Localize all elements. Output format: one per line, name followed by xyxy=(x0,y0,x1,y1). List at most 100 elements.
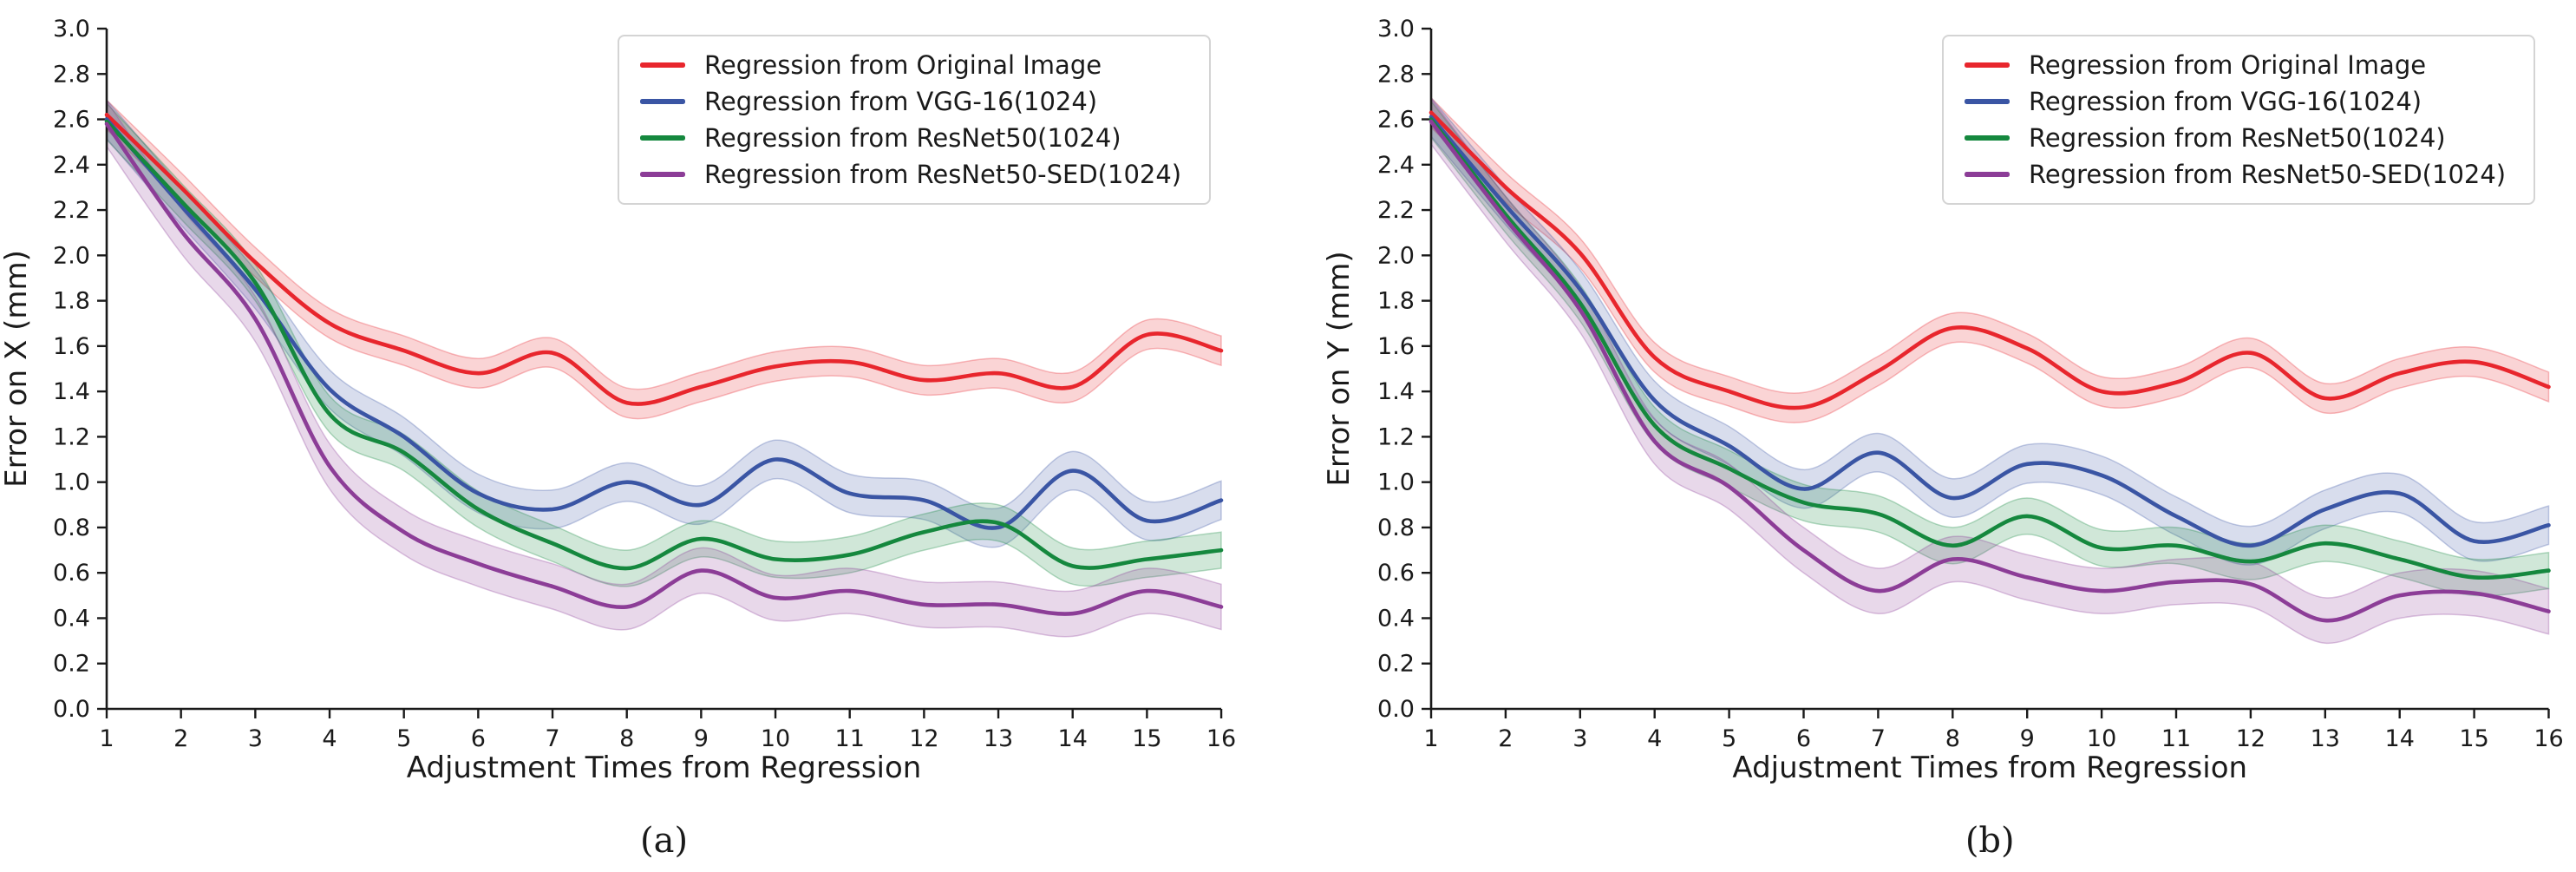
y-tick-label: 1.4 xyxy=(53,378,90,405)
x-tick-label: 12 xyxy=(909,725,938,752)
confidence-band-2 xyxy=(1430,99,2550,597)
legend-item: Regression from ResNet50(1024) xyxy=(631,120,1197,156)
series-line-3 xyxy=(104,121,1224,616)
x-tick-label: 1 xyxy=(1423,725,1438,752)
x-tick-label: 13 xyxy=(984,725,1013,752)
confidence-band-0 xyxy=(1430,95,2550,423)
x-tick-label: 6 xyxy=(1796,725,1811,752)
series-line-1 xyxy=(1429,115,2551,548)
series-line-0 xyxy=(1429,110,2551,410)
x-tick-label: 9 xyxy=(694,725,709,752)
y-tick-label: 2.8 xyxy=(1377,61,1415,88)
legend-line-purple-icon xyxy=(1965,172,2010,177)
x-tick-label: 7 xyxy=(545,725,559,752)
legend-item: Regression from ResNet50-SED(1024) xyxy=(1956,156,2521,193)
y-tick-label: 1.2 xyxy=(1377,423,1415,450)
legend-item: Regression from Original Image xyxy=(1956,47,2521,83)
y-tick-label: 0.2 xyxy=(53,651,90,678)
legend-item: Regression from ResNet50(1024) xyxy=(1956,120,2521,156)
x-tick-label: 4 xyxy=(322,725,337,752)
x-axis-label: Adjustment Times from Regression xyxy=(407,751,922,785)
x-tick-label: 6 xyxy=(471,725,486,752)
legend-line-red-icon xyxy=(1965,62,2010,68)
line-chart-error-y: 0.0 0.2 0.4 0.6 0.8 1.0 1.2 1.4 1.6 1.8 2.0 2.2 2.4 2… xyxy=(1322,16,2564,861)
legend-label: Regression from ResNet50(1024) xyxy=(2029,122,2446,153)
x-tick-label: 3 xyxy=(248,725,263,752)
y-tick-label: 2.4 xyxy=(1377,152,1415,179)
y-tick-label: 2.6 xyxy=(1377,107,1415,134)
y-tick-label: 2.0 xyxy=(1377,242,1415,269)
y-tick-label: 1.0 xyxy=(53,469,90,496)
legend-item: Regression from Original Image xyxy=(631,47,1197,83)
y-tick-label: 0.4 xyxy=(1377,605,1415,632)
confidence-band-3 xyxy=(1430,96,2550,644)
series-line-2 xyxy=(1429,117,2551,580)
series-line-3 xyxy=(1429,119,2551,623)
y-tick-label: 0.0 xyxy=(53,696,90,723)
y-tick-label: 1.4 xyxy=(1377,378,1415,405)
x-tick-label: 16 xyxy=(2534,725,2563,752)
y-axis-label: Error on X (mm) xyxy=(0,250,34,488)
y-tick-label: 0.8 xyxy=(53,515,90,541)
legend-line-purple-icon xyxy=(640,172,685,177)
legend-line-blue-icon xyxy=(1965,99,2010,104)
y-tick-label: 3.0 xyxy=(1377,16,1415,43)
y-tick-label: 2.6 xyxy=(53,107,90,134)
y-tick-label: 1.8 xyxy=(1377,288,1415,315)
y-tick-label: 0.2 xyxy=(1377,651,1415,678)
confidence-band-1 xyxy=(106,98,1222,548)
x-tick-label: 2 xyxy=(1498,725,1513,752)
legend-a: Regression from Original Image Regressio… xyxy=(618,35,1211,205)
x-tick-label: 15 xyxy=(2459,725,2488,752)
y-tick-label: 0.6 xyxy=(1377,560,1415,587)
y-tick-label: 3.0 xyxy=(53,16,90,43)
y-tick-label: 2.4 xyxy=(53,152,90,179)
x-axis-label: Adjustment Times from Regression xyxy=(1732,751,2247,785)
y-tick-label: 0.0 xyxy=(1377,696,1415,723)
y-tick-label: 2.2 xyxy=(1377,197,1415,224)
series-line-2 xyxy=(104,119,1224,571)
legend-b: Regression from Original Image Regressio… xyxy=(1942,35,2535,205)
x-tick-label: 7 xyxy=(1871,725,1886,752)
x-tick-label: 10 xyxy=(2087,725,2116,752)
y-tick-label: 1.8 xyxy=(53,288,90,315)
confidence-band-1 xyxy=(1430,95,2550,566)
legend-label: Regression from VGG-16(1024) xyxy=(704,86,1098,116)
legend-line-red-icon xyxy=(640,62,685,68)
legend-line-green-icon xyxy=(640,135,685,141)
x-tick-label: 10 xyxy=(761,725,790,752)
confidence-band-0 xyxy=(106,98,1222,420)
legend-item: Regression from ResNet50-SED(1024) xyxy=(631,156,1197,193)
y-tick-label: 2.8 xyxy=(53,61,90,88)
subplot-caption: (b) xyxy=(1965,821,2015,861)
x-tick-label: 5 xyxy=(1722,725,1736,752)
legend-label: Regression from Original Image xyxy=(2029,49,2427,80)
legend-line-blue-icon xyxy=(640,99,685,104)
confidence-band-2 xyxy=(106,102,1222,587)
y-tick-label: 1.0 xyxy=(1377,469,1415,496)
x-tick-label: 14 xyxy=(1058,725,1088,752)
x-tick-label: 11 xyxy=(835,725,865,752)
x-tick-label: 8 xyxy=(1945,725,1960,752)
legend-label: Regression from VGG-16(1024) xyxy=(2029,86,2422,116)
chart-panel-a: 0.0 0.2 0.4 0.6 0.8 1.0 1.2 1.4 1.6 1.8 2.0 2.2 2.4 2… xyxy=(0,16,1236,861)
subplot-caption: (a) xyxy=(640,821,688,861)
y-axis-label: Error on Y (mm) xyxy=(1322,251,1357,486)
x-tick-label: 1 xyxy=(99,725,114,752)
x-tick-label: 13 xyxy=(2311,725,2340,752)
x-tick-label: 12 xyxy=(2236,725,2265,752)
y-tick-label: 1.6 xyxy=(1377,333,1415,360)
series-line-0 xyxy=(104,113,1224,406)
y-tick-label: 0.4 xyxy=(53,605,90,632)
x-tick-label: 9 xyxy=(2020,725,2035,752)
x-tick-label: 11 xyxy=(2161,725,2191,752)
x-tick-label: 16 xyxy=(1206,725,1236,752)
x-tick-label: 3 xyxy=(1572,725,1587,752)
legend-label: Regression from ResNet50-SED(1024) xyxy=(2029,159,2507,189)
confidence-band-3 xyxy=(106,99,1222,638)
legend-label: Regression from ResNet50(1024) xyxy=(704,122,1121,153)
x-tick-label: 14 xyxy=(2385,725,2415,752)
x-tick-label: 4 xyxy=(1647,725,1662,752)
legend-label: Regression from ResNet50-SED(1024) xyxy=(704,159,1182,189)
y-tick-label: 1.2 xyxy=(53,423,90,450)
